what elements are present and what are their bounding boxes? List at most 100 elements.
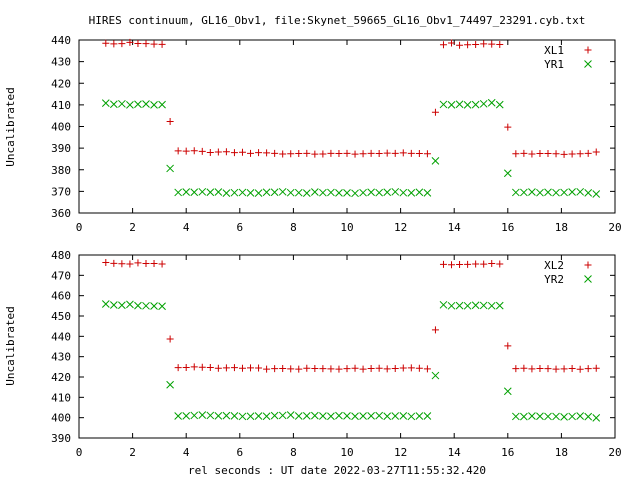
data-point [480,260,488,268]
data-point [431,326,439,334]
data-point [464,260,472,268]
data-point [383,365,391,373]
data-point [472,41,480,49]
data-point [279,364,287,372]
data-point [214,364,222,372]
data-point [102,259,110,267]
data-point [142,40,150,48]
data-point [544,365,552,373]
data-point [206,363,214,371]
data-point [134,100,142,109]
data-point [174,188,183,197]
data-point [126,300,134,309]
data-point [319,365,327,373]
x-tick-label: 10 [340,221,353,234]
data-point [142,260,150,268]
data-point [431,108,439,116]
y-tick-label: 480 [51,249,71,262]
data-point [552,412,560,421]
data-point [302,411,311,420]
data-point [584,149,592,157]
data-point [270,411,279,420]
data-point [447,101,456,109]
data-point [214,148,222,156]
data-point [302,189,311,197]
data-point [222,189,231,197]
data-point [544,188,552,197]
data-point [198,187,207,196]
data-point [311,150,319,158]
data-point [335,150,343,158]
data-point [552,188,560,197]
y-axis-label: Uncalibrated [4,87,17,166]
data-point [495,100,504,109]
data-point [198,363,206,371]
data-point [158,302,166,311]
series-XL1 [102,38,600,158]
data-point [351,364,359,372]
data-point [399,411,408,420]
data-point [271,365,279,373]
data-point [222,148,230,156]
y-tick-label: 400 [51,412,71,425]
y-tick-label: 380 [51,164,71,177]
data-point [222,411,231,420]
y-tick-label: 430 [51,351,71,364]
data-point [471,100,480,109]
data-point [238,148,246,156]
data-point [343,365,351,373]
data-point [488,40,496,48]
data-point [118,301,126,310]
x-tick-label: 12 [394,221,407,234]
data-point [327,149,335,157]
data-point [214,188,223,196]
data-point [544,150,552,158]
data-point [246,412,255,421]
data-point [263,149,271,157]
data-point [391,149,399,157]
legend-marker [584,261,592,269]
y-tick-label: 430 [51,56,71,69]
data-point [576,150,584,158]
y-tick-label: 460 [51,290,71,303]
data-point [118,99,126,108]
data-point [294,188,303,197]
data-point [126,38,134,46]
data-point [487,98,496,107]
legend-label: YR2 [544,273,564,286]
legend-marker [584,46,592,54]
x-tick-label: 2 [129,221,136,234]
data-point [423,412,432,420]
data-point [544,412,552,421]
data-point [319,150,327,158]
data-point [407,149,415,157]
data-point [560,412,568,421]
plot-frame [78,254,616,439]
data-point [335,189,343,197]
data-point [182,147,190,155]
data-point [439,41,447,49]
data-point [391,187,400,196]
data-point [399,188,408,197]
data-point [335,365,343,373]
data-point [375,188,384,197]
data-point [415,188,424,197]
top-panel: 0 2 4 6 8 10 12 14 16 18 20 360 370 380 390 400 410 420 43… [4,34,622,234]
data-point [479,301,488,310]
data-point [359,150,367,158]
x-tick-label: 14 [448,446,462,459]
y-tick-label: 370 [51,185,71,198]
data-point [150,302,158,310]
data-point [423,365,431,373]
data-point [568,364,576,372]
data-point [263,365,271,373]
data-point [142,301,150,310]
data-point [456,41,464,49]
data-point [407,364,415,372]
data-point [367,188,375,197]
data-point [431,157,440,165]
data-point [303,149,311,157]
data-point [455,100,464,109]
data-point [488,260,496,268]
legend-label: YR1 [544,58,564,71]
